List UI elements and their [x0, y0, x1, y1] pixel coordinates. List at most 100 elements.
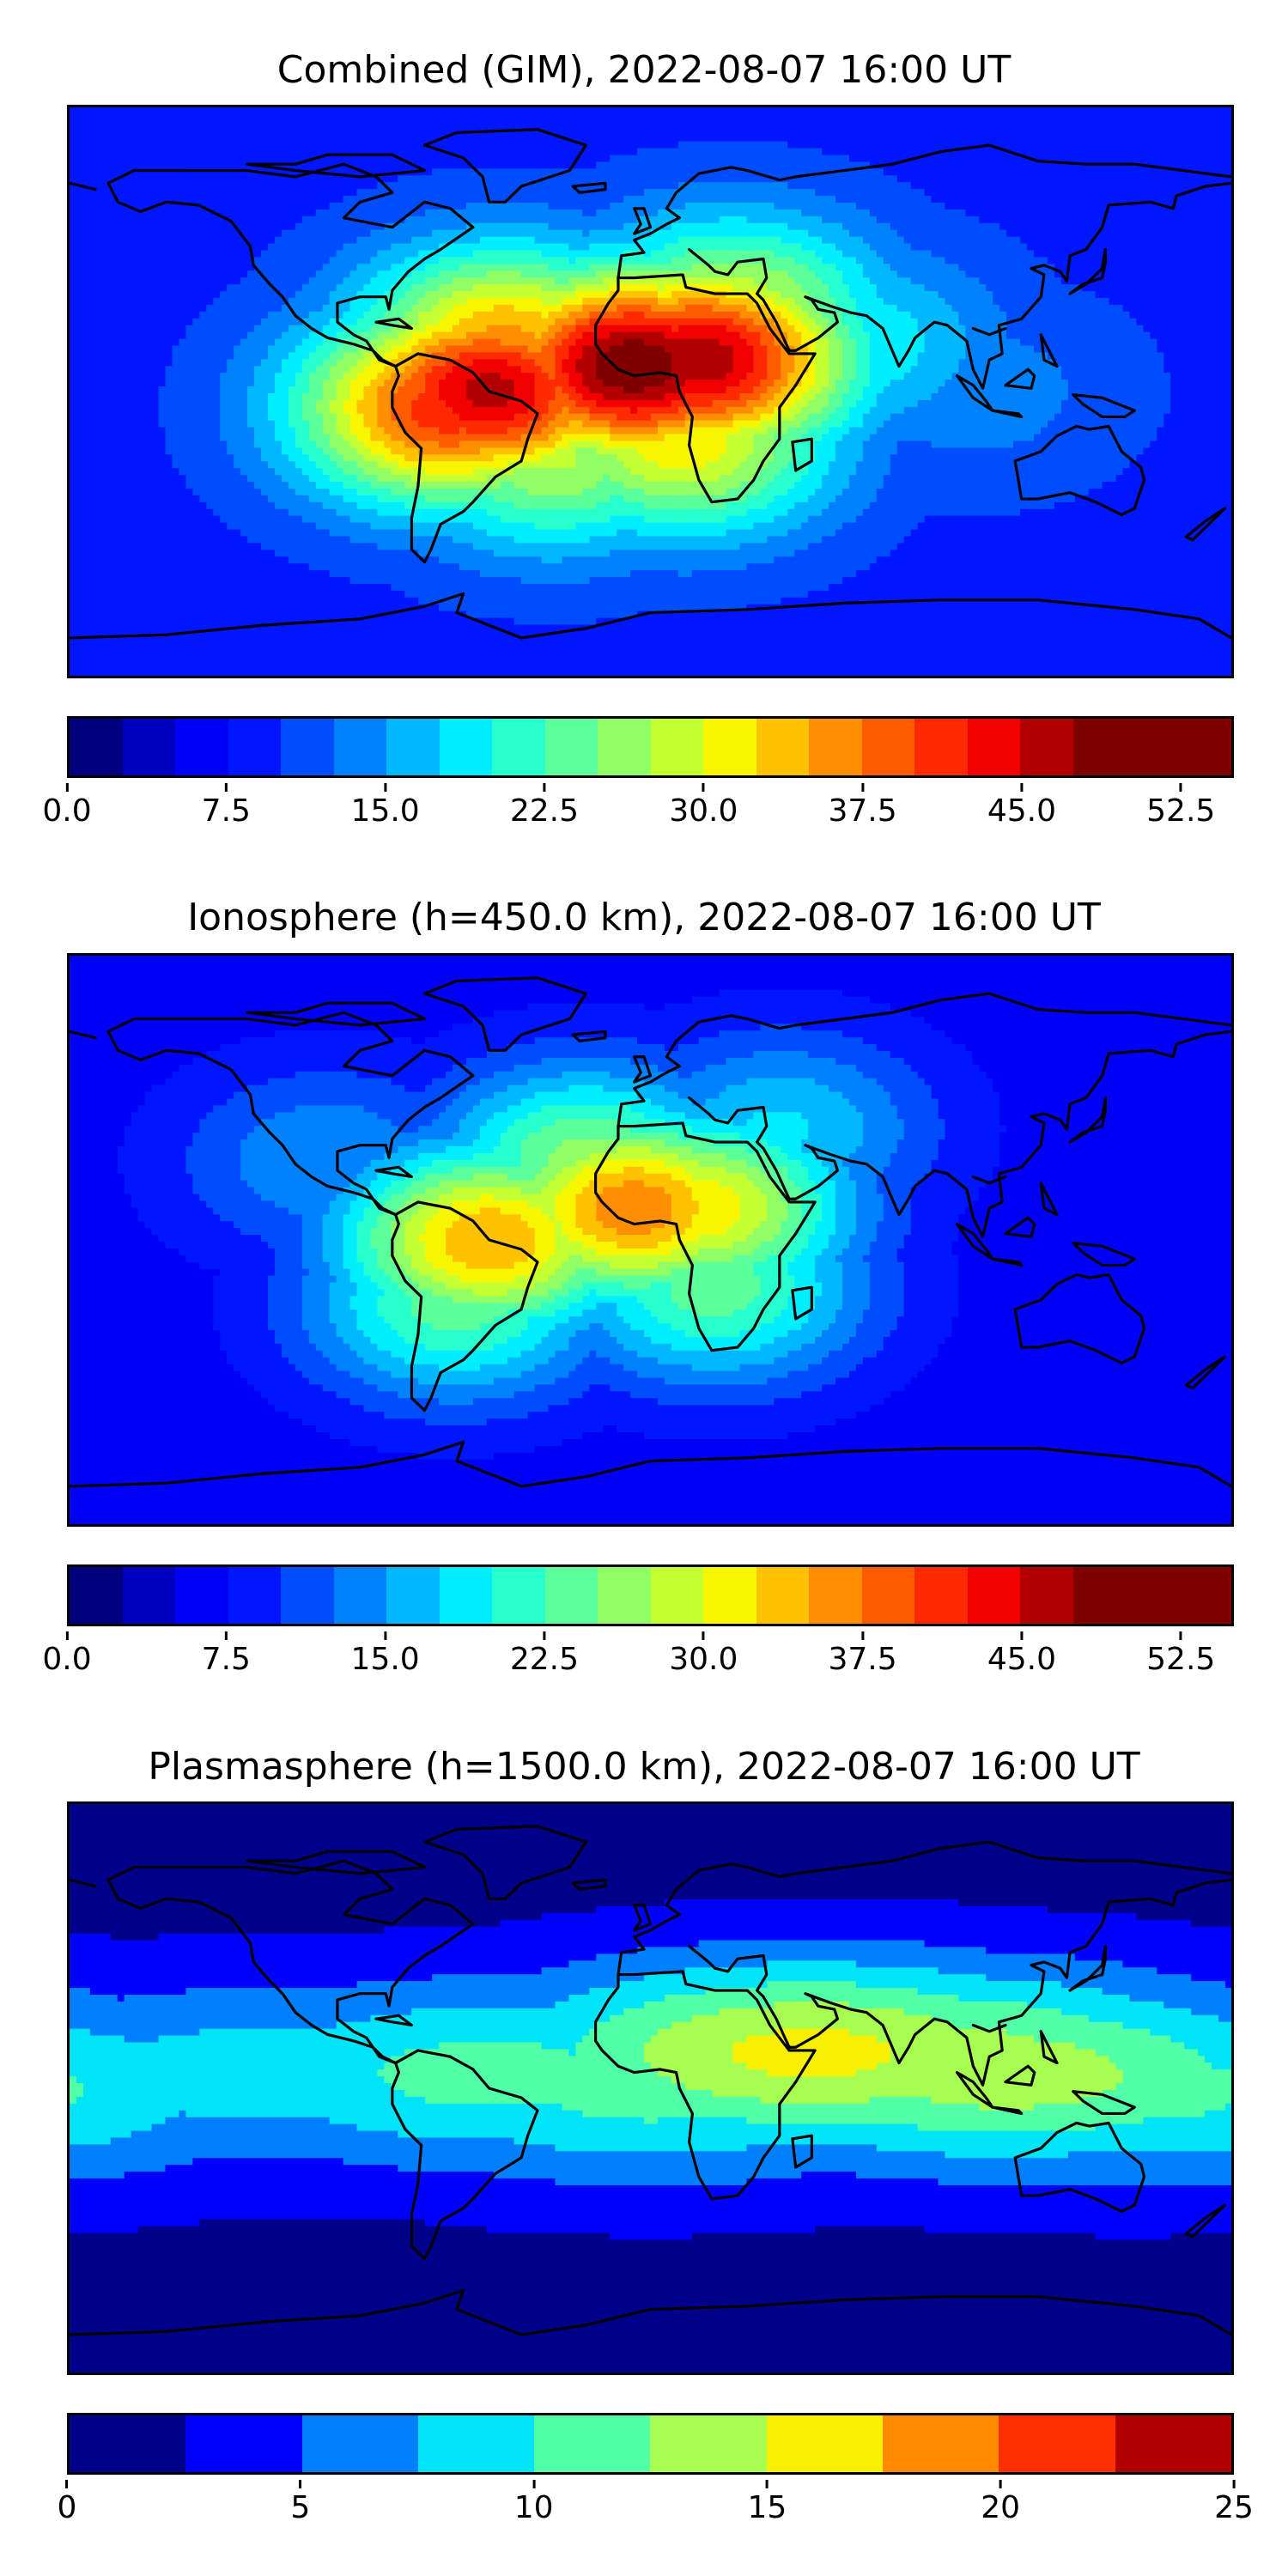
coastline-13 — [791, 2134, 813, 2169]
coastline-19 — [1004, 368, 1036, 390]
colorbar-tick-label: 22.5 — [510, 793, 579, 829]
colorbar-tick-label: 30.0 — [669, 1642, 738, 1677]
coastline-21 — [1184, 507, 1227, 542]
coastline-11 — [633, 1055, 653, 1084]
coastline-5 — [70, 181, 97, 191]
colorbar-tick-label: 15 — [747, 2490, 787, 2525]
coastline-20 — [1039, 1182, 1059, 1217]
colorbar-segment — [175, 1567, 228, 1624]
colorbar-segment — [175, 719, 228, 775]
coastline-16 — [374, 2014, 414, 2027]
colorbar-tick-label: 10 — [514, 2490, 554, 2525]
coastline-5 — [70, 1878, 97, 1888]
colorbar-segment — [301, 2415, 418, 2472]
coastline-15 — [70, 592, 1231, 640]
coastline-20 — [1039, 2030, 1059, 2065]
colorbar-segment — [386, 719, 440, 775]
coastline-12 — [1072, 393, 1136, 419]
coastline-16 — [374, 317, 414, 331]
colorbar-segment — [185, 2415, 302, 2472]
coastline-21 — [1184, 2203, 1227, 2239]
colorbar-segment — [281, 1567, 334, 1624]
colorbar-tick-label: 15.0 — [351, 793, 420, 829]
map-svg-plasmasphere — [70, 1804, 1231, 2372]
coastline-10 — [1068, 1096, 1108, 1144]
coastlines — [70, 1825, 1231, 2336]
coastline-11 — [633, 1904, 653, 1932]
colorbar-tick-label: 52.5 — [1146, 1642, 1215, 1677]
colorbar-tick-label: 0.0 — [42, 1642, 91, 1677]
colorbar-tick-label: 22.5 — [510, 1642, 579, 1677]
colorbar-segment — [70, 2415, 186, 2472]
coastlines — [70, 128, 1231, 640]
colorbar-tick-label: 20 — [981, 2490, 1020, 2525]
colorbar-segment — [861, 719, 914, 775]
coastline-4 — [617, 992, 1231, 1128]
colorbar-segment — [1072, 1567, 1126, 1624]
colorbar-tick-label: 0.0 — [42, 793, 91, 829]
coastline-2 — [422, 1825, 587, 1900]
colorbar-segment — [439, 719, 492, 775]
coastline-7 — [1013, 2121, 1146, 2213]
coastline-2 — [422, 976, 587, 1052]
coastline-9 — [991, 2105, 1024, 2116]
coastline-3 — [593, 273, 817, 504]
colorbar-segment — [967, 1567, 1020, 1624]
coastline-1 — [391, 352, 539, 564]
colorbar-ionosphere — [67, 1564, 1234, 1626]
coastline-19 — [1004, 1216, 1036, 1238]
coastline-21 — [1184, 1355, 1227, 1390]
coastline-15 — [70, 1440, 1231, 1488]
colorbar-segment — [883, 2415, 999, 2472]
colorbar-tick-label: 5 — [290, 2490, 310, 2525]
colorbar-segment — [1126, 719, 1179, 775]
coastline-17 — [246, 1850, 427, 1875]
coastline-8 — [955, 374, 994, 412]
colorbar-segment — [650, 2415, 767, 2472]
colorbar-segment — [544, 1567, 598, 1624]
coastline-0 — [106, 162, 475, 368]
colorbar-segment — [1020, 1567, 1073, 1624]
colorbar-segment — [122, 1567, 175, 1624]
coastline-8 — [955, 1222, 994, 1261]
coastline-6 — [688, 1878, 1231, 2087]
colorbar-segment — [333, 719, 386, 775]
coastline-18 — [971, 1175, 1007, 1185]
colorbar-segment — [756, 719, 809, 775]
colorbar-segment — [598, 719, 651, 775]
colorbar-segment — [1020, 719, 1073, 775]
coastline-12 — [1072, 1242, 1136, 1267]
coastline-20 — [1039, 333, 1059, 368]
colorbar-segment — [70, 1567, 123, 1624]
panel-title-combined: Combined (GIM), 2022-08-07 16:00 UT — [0, 48, 1288, 93]
colorbar-segment — [70, 719, 123, 775]
colorbar-tick-label: 7.5 — [202, 793, 251, 829]
coastline-5 — [70, 1030, 97, 1040]
colorbar-segment — [492, 1567, 545, 1624]
coastline-18 — [971, 2023, 1007, 2033]
coastlines — [70, 976, 1231, 1488]
colorbar-segment — [1178, 719, 1231, 775]
coastline-9 — [991, 1257, 1024, 1267]
colorbar-combined — [67, 716, 1234, 778]
colorbar-segment — [598, 1567, 651, 1624]
map-ionosphere — [67, 953, 1234, 1527]
colorbar-tick-label: 52.5 — [1146, 793, 1215, 829]
coastline-14 — [571, 1878, 607, 1891]
coastline-18 — [971, 326, 1007, 337]
coastline-3 — [593, 1970, 817, 2201]
colorbar-tick-label: 37.5 — [829, 1642, 897, 1677]
coastline-2 — [422, 128, 587, 204]
colorbar-tick-label: 15.0 — [351, 1642, 420, 1677]
coastline-13 — [791, 437, 813, 472]
panel-title-plasmasphere: Plasmasphere (h=1500.0 km), 2022-08-07 1… — [0, 1745, 1288, 1789]
coastline-14 — [571, 1030, 607, 1042]
colorbar-segment — [650, 719, 703, 775]
colorbar-tick-label: 25 — [1214, 2490, 1254, 2525]
colorbar-segment — [809, 1567, 862, 1624]
colorbar-segment — [1126, 1567, 1179, 1624]
map-svg-ionosphere — [70, 956, 1231, 1524]
coastline-9 — [991, 409, 1024, 419]
colorbar-segment — [386, 1567, 440, 1624]
colorbar-ticks-plasmasphere: 0 5 10 15 20 25 — [58, 2490, 1254, 2542]
